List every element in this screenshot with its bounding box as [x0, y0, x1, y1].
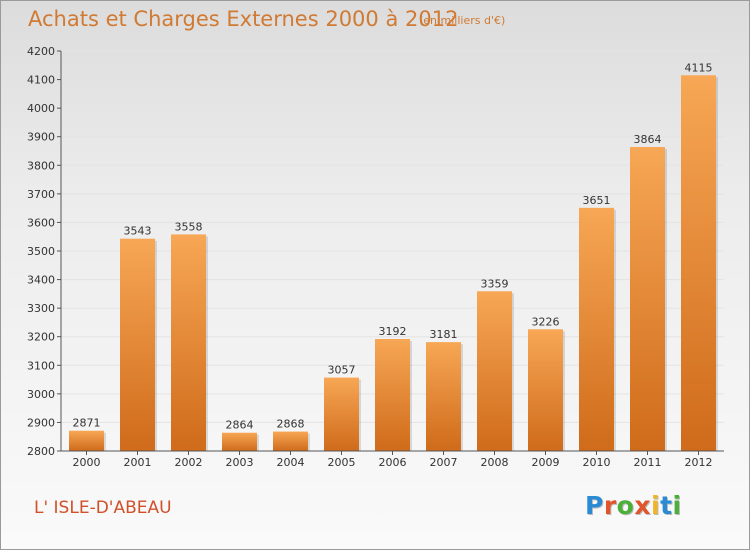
y-tick-label: 3300 [27, 302, 55, 315]
bar [528, 329, 563, 451]
logo-letter: x [634, 491, 651, 520]
data-label: 3543 [124, 225, 152, 238]
x-tick-label: 2000 [73, 456, 101, 469]
y-tick-label: 3100 [27, 359, 55, 372]
y-tick-label: 3500 [27, 245, 55, 258]
y-tick-label: 2900 [27, 416, 55, 429]
data-label: 2864 [226, 419, 254, 432]
bar [681, 75, 716, 452]
bar [273, 431, 308, 451]
data-label: 2871 [73, 417, 101, 430]
data-label: 2868 [277, 418, 305, 431]
y-tick-label: 3200 [27, 331, 55, 344]
logo-letter: o [616, 491, 635, 520]
data-label: 3057 [328, 364, 356, 377]
x-tick-label: 2001 [124, 456, 152, 469]
y-tick-label: 4000 [27, 102, 55, 115]
chart-unit: (en milliers d'€) [419, 14, 506, 27]
x-tick-label: 2011 [634, 456, 662, 469]
data-label: 3181 [430, 328, 458, 341]
y-tick-label: 3600 [27, 216, 55, 229]
logo-letter: i [672, 491, 682, 520]
data-label: 3651 [583, 194, 611, 207]
logo-letter: i [651, 491, 661, 520]
x-tick-label: 2003 [226, 456, 254, 469]
bar [222, 432, 257, 451]
data-label: 3864 [634, 133, 662, 146]
data-label: 4115 [685, 61, 713, 74]
x-tick-label: 2010 [583, 456, 611, 469]
bars [69, 75, 718, 452]
y-tick-label: 3700 [27, 188, 55, 201]
x-tick-label: 2009 [532, 456, 560, 469]
x-tick-label: 2002 [175, 456, 203, 469]
y-tick-label: 2800 [27, 445, 55, 458]
data-label: 3192 [379, 325, 407, 338]
x-tick-label: 2005 [328, 456, 356, 469]
data-label: 3359 [481, 277, 509, 290]
logo-letter: P [585, 491, 604, 520]
x-tick-label: 2008 [481, 456, 509, 469]
x-tick-label: 2004 [277, 456, 305, 469]
x-tick-label: 2006 [379, 456, 407, 469]
bar [171, 234, 206, 451]
bar [69, 430, 104, 451]
x-tick-label: 2007 [430, 456, 458, 469]
x-tick-label: 2012 [685, 456, 713, 469]
town-name: L' ISLE-D'ABEAU [34, 498, 172, 518]
bar [630, 147, 665, 451]
proxiti-logo[interactable]: Proxiti [585, 491, 682, 520]
data-label: 3558 [175, 220, 203, 233]
y-tick-label: 4200 [27, 45, 55, 58]
data-label: 3226 [532, 315, 560, 328]
bar [120, 238, 155, 451]
bar [375, 339, 410, 451]
chart-title: Achats et Charges Externes 2000 à 2012 [28, 7, 459, 31]
x-tick-labels: 2000 2001 2002 2003 2004 2005 2006 2007 2008 2009… [73, 451, 713, 469]
bar [426, 342, 461, 451]
logo-letter: r [603, 491, 617, 520]
y-tick-labels: 2800 2900 3000 3100 3200 3300 3400 3500 3600 3700… [27, 45, 55, 458]
logo-letter: t [660, 491, 673, 520]
y-tick-label: 3900 [27, 131, 55, 144]
y-tick-label: 3000 [27, 388, 55, 401]
data-labels: 2871 3543 3558 2864 2868 3057 3192 3181 3359 3226… [73, 61, 713, 431]
bar [324, 377, 359, 451]
y-tick-label: 3400 [27, 274, 55, 287]
bar [477, 291, 512, 451]
y-tick-label: 4100 [27, 74, 55, 87]
y-tick-label: 3800 [27, 159, 55, 172]
bar [579, 207, 614, 451]
